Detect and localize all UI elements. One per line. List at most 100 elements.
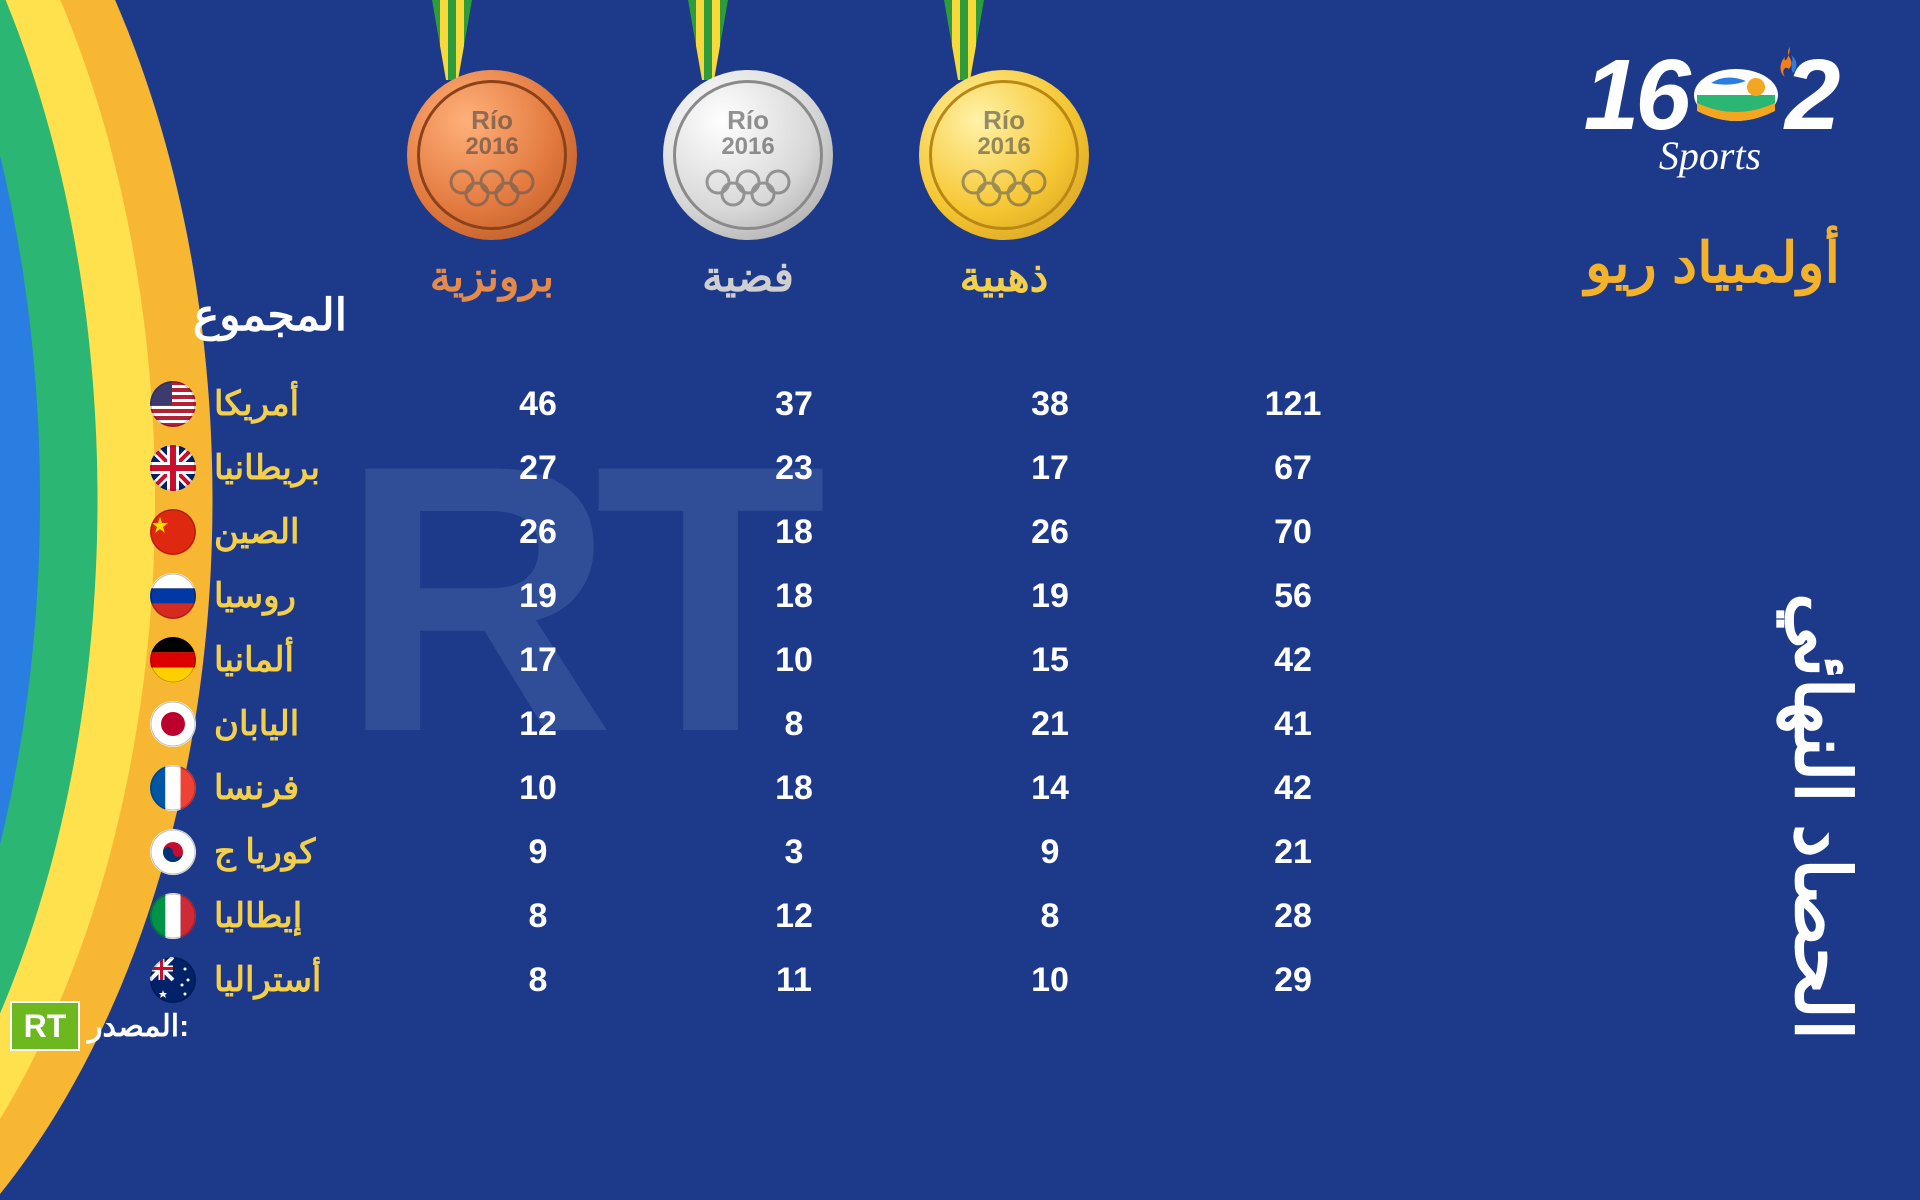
table-row: الصين 26 18 26 70 bbox=[150, 500, 1700, 564]
flag-icon bbox=[150, 445, 196, 491]
total-cell: 42 bbox=[1178, 641, 1408, 680]
flag-icon bbox=[150, 957, 196, 1003]
flag-icon bbox=[150, 637, 196, 683]
gold-cell: 12 bbox=[410, 705, 666, 744]
silver-cell: 12 bbox=[666, 897, 922, 936]
silver-cell: 8 bbox=[666, 705, 922, 744]
table-row: أستراليا 8 11 10 29 bbox=[150, 948, 1700, 1012]
table-row: بريطانيا 27 23 17 67 bbox=[150, 436, 1700, 500]
table-row: إيطاليا 8 12 8 28 bbox=[150, 884, 1700, 948]
total-header-label: المجموع bbox=[170, 290, 370, 341]
bronze-cell: 9 bbox=[922, 833, 1178, 872]
bronze-cell: 38 bbox=[922, 385, 1178, 424]
silver-cell: 18 bbox=[666, 577, 922, 616]
gold-header-label: ذهبية bbox=[914, 252, 1094, 301]
silver-cell: 10 bbox=[666, 641, 922, 680]
gold-cell: 9 bbox=[410, 833, 666, 872]
table-row: ألمانيا 17 10 15 42 bbox=[150, 628, 1700, 692]
country-name: اليابان bbox=[214, 704, 299, 744]
total-cell: 56 bbox=[1178, 577, 1408, 616]
silver-medal-column: Río 2016 فضية bbox=[658, 0, 838, 301]
medal-table: أمريكا 46 37 38 121 بريطانيا 27 23 17 67… bbox=[150, 372, 1700, 1012]
country-cell: فرنسا bbox=[150, 765, 410, 811]
country-cell: إيطاليا bbox=[150, 893, 410, 939]
gold-cell: 19 bbox=[410, 577, 666, 616]
gold-cell: 8 bbox=[410, 897, 666, 936]
bronze-medal-icon: Río 2016 bbox=[407, 70, 577, 240]
country-name: الصين bbox=[214, 512, 299, 552]
flame-icon bbox=[1775, 45, 1805, 85]
bronze-cell: 14 bbox=[922, 769, 1178, 808]
table-row: كوريا ج 9 3 9 21 bbox=[150, 820, 1700, 884]
bronze-cell: 10 bbox=[922, 961, 1178, 1000]
gold-cell: 26 bbox=[410, 513, 666, 552]
flag-icon bbox=[150, 893, 196, 939]
gold-medal-icon: Río 2016 bbox=[919, 70, 1089, 240]
rio-2016-logo: 2 16 Sports bbox=[1580, 50, 1840, 220]
silver-cell: 18 bbox=[666, 769, 922, 808]
silver-header-label: فضية bbox=[658, 252, 838, 301]
flag-icon bbox=[150, 829, 196, 875]
bronze-medal-column: Río 2016 برونزية bbox=[402, 0, 582, 301]
country-cell: أمريكا bbox=[150, 381, 410, 427]
table-row: فرنسا 10 18 14 42 bbox=[150, 756, 1700, 820]
olympic-rings-icon bbox=[959, 169, 1049, 209]
bronze-cell: 19 bbox=[922, 577, 1178, 616]
source-label: المصدر: bbox=[88, 1009, 189, 1044]
country-cell: روسيا bbox=[150, 573, 410, 619]
gold-cell: 17 bbox=[410, 641, 666, 680]
country-cell: الصين bbox=[150, 509, 410, 555]
table-row: اليابان 12 8 21 41 bbox=[150, 692, 1700, 756]
country-cell: بريطانيا bbox=[150, 445, 410, 491]
flag-icon bbox=[150, 765, 196, 811]
silver-cell: 18 bbox=[666, 513, 922, 552]
silver-medal-icon: Río 2016 bbox=[663, 70, 833, 240]
gold-cell: 8 bbox=[410, 961, 666, 1000]
silver-cell: 11 bbox=[666, 961, 922, 1000]
total-cell: 67 bbox=[1178, 449, 1408, 488]
table-row: أمريكا 46 37 38 121 bbox=[150, 372, 1700, 436]
country-name: فرنسا bbox=[214, 768, 299, 808]
country-cell: أستراليا bbox=[150, 957, 410, 1003]
source-credit: RT المصدر: bbox=[10, 1001, 189, 1051]
country-name: ألمانيا bbox=[214, 640, 294, 680]
olympic-rings-icon bbox=[703, 169, 793, 209]
gold-cell: 10 bbox=[410, 769, 666, 808]
page-title: أولمبياد ريو bbox=[1585, 230, 1840, 296]
bronze-cell: 17 bbox=[922, 449, 1178, 488]
table-row: روسيا 19 18 19 56 bbox=[150, 564, 1700, 628]
total-cell: 42 bbox=[1178, 769, 1408, 808]
bronze-cell: 26 bbox=[922, 513, 1178, 552]
flag-icon bbox=[150, 381, 196, 427]
bronze-cell: 8 bbox=[922, 897, 1178, 936]
silver-cell: 37 bbox=[666, 385, 922, 424]
country-name: كوريا ج bbox=[214, 832, 315, 872]
flag-icon bbox=[150, 509, 196, 555]
total-cell: 21 bbox=[1178, 833, 1408, 872]
olympic-rings-icon bbox=[447, 169, 537, 209]
rt-logo-badge: RT bbox=[10, 1001, 80, 1051]
country-name: روسيا bbox=[214, 576, 296, 616]
gold-cell: 27 bbox=[410, 449, 666, 488]
country-name: بريطانيا bbox=[214, 448, 320, 488]
gold-cell: 46 bbox=[410, 385, 666, 424]
flag-icon bbox=[150, 701, 196, 747]
total-cell: 29 bbox=[1178, 961, 1408, 1000]
country-cell: اليابان bbox=[150, 701, 410, 747]
country-name: أستراليا bbox=[214, 960, 321, 1000]
logo-year-right: 16 bbox=[1584, 50, 1687, 140]
gold-medal-column: Río 2016 ذهبية bbox=[914, 0, 1094, 301]
bronze-cell: 21 bbox=[922, 705, 1178, 744]
country-name: إيطاليا bbox=[214, 896, 302, 936]
logo-emblem-icon bbox=[1691, 65, 1781, 125]
country-cell: ألمانيا bbox=[150, 637, 410, 683]
total-cell: 121 bbox=[1178, 385, 1408, 424]
total-cell: 28 bbox=[1178, 897, 1408, 936]
flag-icon bbox=[150, 573, 196, 619]
country-cell: كوريا ج bbox=[150, 829, 410, 875]
page-subtitle: الحصاد النهائي bbox=[1777, 320, 1866, 1040]
total-cell: 41 bbox=[1178, 705, 1408, 744]
bronze-cell: 15 bbox=[922, 641, 1178, 680]
bronze-header-label: برونزية bbox=[402, 252, 582, 301]
silver-cell: 23 bbox=[666, 449, 922, 488]
